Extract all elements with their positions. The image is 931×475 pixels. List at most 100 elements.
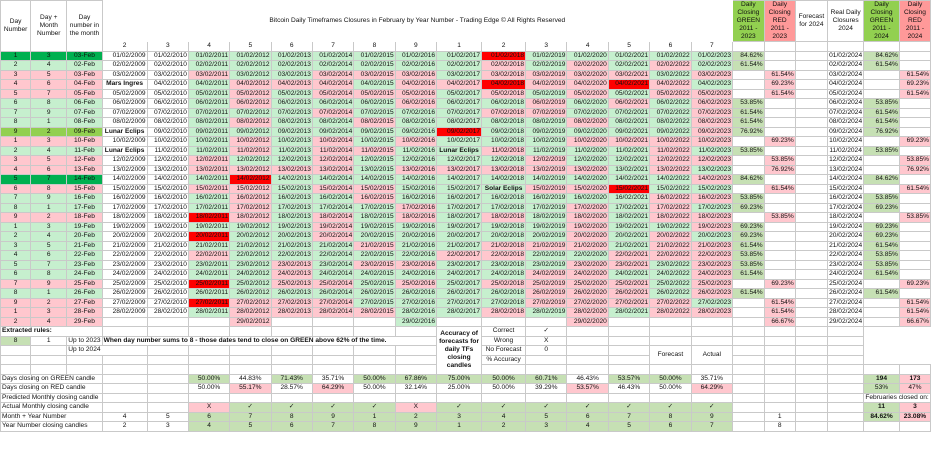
green-pct-2024-cell[interactable]	[863, 307, 900, 318]
date-cell[interactable]: 24/02/2013	[270, 269, 313, 280]
date-cell[interactable]: 26/02/2013	[270, 288, 313, 299]
empty-cell[interactable]	[607, 326, 651, 337]
real-closure-cell[interactable]: 26/02/2024	[827, 288, 865, 299]
empty-cell[interactable]	[732, 421, 765, 432]
real-closure-cell[interactable]: 08/02/2024	[827, 117, 865, 128]
date-cell[interactable]: 06/02/2018	[481, 98, 527, 109]
date-cell[interactable]: 03/02/2011	[187, 69, 231, 80]
green-pct-cell[interactable]	[732, 307, 765, 318]
date-cell[interactable]: 29/02/2016	[394, 316, 438, 327]
empty-cell[interactable]	[732, 411, 765, 422]
feb-red[interactable]: 3	[898, 402, 931, 413]
date-cell[interactable]: 22/02/2014	[311, 250, 355, 261]
date-cell[interactable]: 22/02/2012	[229, 250, 272, 261]
empty-cell[interactable]	[898, 41, 931, 52]
date-cell[interactable]: 25/02/2017	[436, 278, 483, 289]
day-in-month-cell[interactable]: 16-Feb	[66, 193, 103, 204]
empty-cell[interactable]	[146, 326, 189, 337]
empty-cell[interactable]	[690, 364, 734, 375]
forecast-cell[interactable]	[794, 193, 829, 204]
date-cell[interactable]: 26/02/2022	[649, 288, 692, 299]
red-pct-2024-cell[interactable]	[898, 60, 931, 71]
empty-cell[interactable]	[394, 364, 438, 375]
date-cell[interactable]: 09/02/2023	[690, 126, 734, 137]
date-cell[interactable]: 28/02/2013	[270, 307, 313, 318]
date-cell[interactable]: 01/02/2021	[607, 50, 651, 61]
date-cell[interactable]: 13/02/2020	[566, 164, 609, 175]
date-cell[interactable]: 10/02/2021	[607, 136, 651, 147]
day-in-month-cell[interactable]: 19-Feb	[66, 221, 103, 232]
real-closure-cell[interactable]: 25/02/2024	[827, 278, 865, 289]
date-cell[interactable]: 08/02/2010	[146, 117, 189, 128]
date-cell[interactable]: 20/02/2012	[229, 231, 272, 242]
date-cell[interactable]: 18/02/2021	[607, 212, 651, 223]
date-cell[interactable]: 03/02/2017	[436, 69, 483, 80]
year-number-closing-row-value[interactable]: 5	[607, 421, 651, 432]
date-cell[interactable]: 23/02/2009	[101, 259, 148, 270]
date-cell[interactable]: 05/02/2011	[187, 88, 231, 99]
empty-cell[interactable]	[827, 402, 865, 413]
day-number-cell[interactable]: 9	[0, 297, 32, 308]
date-cell[interactable]: 01/02/2009	[101, 50, 148, 61]
day-in-month-cell[interactable]: 10-Feb	[66, 136, 103, 147]
day-month-cell[interactable]: 8	[30, 183, 68, 194]
day-month-cell[interactable]: 7	[30, 88, 68, 99]
date-cell[interactable]: 27/02/2014	[311, 297, 355, 308]
green-days-row-value[interactable]	[146, 373, 189, 384]
date-cell[interactable]: 08/02/2018	[481, 117, 527, 128]
actual-row-value[interactable]: ✓	[270, 402, 313, 413]
day-month-cell[interactable]: 2	[30, 126, 68, 137]
date-cell[interactable]: 03/02/2019	[525, 69, 568, 80]
empty-cell[interactable]	[353, 326, 396, 337]
day-in-month-cell[interactable]: 25-Feb	[66, 278, 103, 289]
red-days-row-value[interactable]: 25.00%	[436, 383, 483, 394]
date-cell[interactable]: 07/02/2009	[101, 107, 148, 118]
day-in-month-cell[interactable]: 02-Feb	[66, 60, 103, 71]
date-cell[interactable]: 11/02/2023	[690, 145, 734, 156]
green-pct-2024-cell[interactable]: 69.23%	[863, 202, 900, 213]
actual-row-value[interactable]: ✓	[566, 402, 609, 413]
day-in-month-cell[interactable]: 18-Feb	[66, 212, 103, 223]
date-cell[interactable]: 11/02/2015	[353, 145, 396, 156]
real-closure-cell[interactable]: 05/02/2024	[827, 88, 865, 99]
day-number-cell[interactable]: 2	[0, 231, 32, 242]
date-cell[interactable]: 03/02/2013	[270, 69, 313, 80]
date-cell[interactable]: 15/02/2017	[436, 183, 483, 194]
date-cell[interactable]: 28/02/2020	[566, 307, 609, 318]
date-cell[interactable]: 22/02/2023	[690, 250, 734, 261]
day-number-cell[interactable]: 3	[0, 155, 32, 166]
date-cell[interactable]: 18/02/2019	[525, 212, 568, 223]
date-cell[interactable]: 02/02/2019	[525, 60, 568, 71]
empty-cell[interactable]	[481, 392, 527, 403]
date-cell[interactable]: 21/02/2023	[690, 240, 734, 251]
day-month-cell[interactable]: 7	[30, 259, 68, 270]
red-pct-2024-cell[interactable]	[898, 269, 931, 280]
date-cell[interactable]: 22/02/2019	[525, 250, 568, 261]
red-days-row-value[interactable]: 39.29%	[525, 383, 568, 394]
forecast-cell[interactable]	[794, 88, 829, 99]
forecast-cell[interactable]	[794, 288, 829, 299]
date-cell[interactable]: 11/02/2013	[270, 145, 313, 156]
empty-cell[interactable]	[187, 345, 231, 356]
day-month-cell[interactable]: 1	[30, 117, 68, 128]
date-cell[interactable]: 23/02/2013	[270, 259, 313, 270]
date-cell[interactable]: 08/02/2013	[270, 117, 313, 128]
empty-cell[interactable]	[311, 364, 355, 375]
red-pct-cell[interactable]	[763, 231, 796, 242]
real-closure-cell[interactable]: 02/02/2024	[827, 60, 865, 71]
date-cell[interactable]: 28/02/2015	[353, 307, 396, 318]
empty-cell[interactable]	[732, 41, 765, 52]
red-days-row-value[interactable]: 53.57%	[566, 383, 609, 394]
green-pct-cell[interactable]: 53.85%	[732, 250, 765, 261]
accuracy-noforecast-mark[interactable]: 0	[525, 345, 568, 356]
day-in-month-cell[interactable]: 26-Feb	[66, 288, 103, 299]
red-days-row-value[interactable]: 50.00%	[187, 383, 231, 394]
green-pct-cell[interactable]	[732, 136, 765, 147]
red-pct-2024-cell[interactable]	[898, 193, 931, 204]
green-pct-2024-cell[interactable]: 53.85%	[863, 145, 900, 156]
empty-cell[interactable]	[827, 373, 865, 384]
forecast-cell[interactable]	[794, 69, 829, 80]
date-cell[interactable]: 21/02/2021	[607, 240, 651, 251]
date-cell[interactable]: 16/02/2012	[229, 193, 272, 204]
date-cell[interactable]	[649, 316, 692, 327]
